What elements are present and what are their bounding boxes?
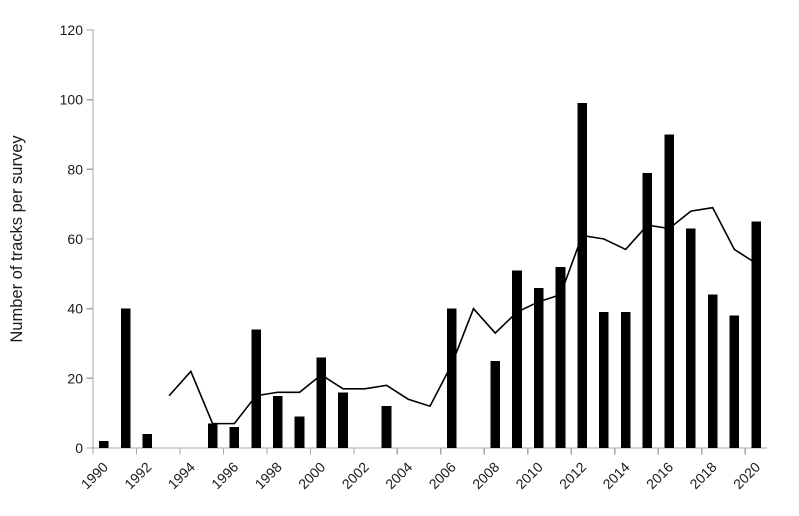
trend-line (168, 206, 757, 425)
bar (316, 357, 327, 448)
y-tick-label: 20 (67, 370, 83, 386)
y-tick-label: 120 (60, 22, 84, 38)
bar (273, 395, 283, 448)
bar (620, 312, 631, 448)
bar (599, 312, 609, 448)
x-tick-label: 2002 (339, 459, 372, 492)
x-tick-label: 2016 (643, 459, 676, 492)
y-tick-label: 60 (67, 231, 83, 247)
bar (229, 427, 240, 448)
x-tick-label: 1998 (252, 459, 285, 492)
x-tick-label: 2004 (382, 459, 415, 492)
bar (142, 434, 153, 448)
bar (446, 308, 457, 448)
y-tick-label: 40 (67, 301, 83, 317)
bar (533, 287, 544, 448)
bar (642, 172, 653, 449)
bar (577, 103, 587, 449)
trend-line-series (168, 206, 757, 425)
bar (751, 221, 761, 448)
bar (99, 441, 109, 448)
bar (294, 416, 305, 448)
y-axis: 0 20 40 60 80 100 120 (60, 22, 94, 456)
x-tick-label: 2010 (512, 459, 545, 492)
y-axis-title: Number of tracks per survey (8, 135, 26, 343)
x-tick-label: 2008 (469, 459, 502, 492)
bar-series (99, 103, 761, 449)
x-tick-label: 2014 (599, 459, 632, 492)
bar (381, 406, 392, 448)
x-tick-label: 2006 (426, 459, 459, 492)
bar (707, 294, 718, 448)
y-tick-label: 100 (60, 92, 84, 108)
bar (251, 329, 261, 448)
x-tick-label: 2000 (295, 459, 328, 492)
x-tick-label: 2018 (686, 459, 719, 492)
y-tick-label: 0 (75, 440, 83, 456)
x-tick-label: 1994 (165, 459, 198, 492)
bar (555, 266, 566, 448)
bar (338, 392, 348, 448)
bar (729, 315, 740, 448)
bar (490, 360, 501, 448)
bar (686, 228, 696, 448)
bar (664, 134, 674, 448)
x-tick-label: 2012 (556, 459, 589, 492)
bar (207, 423, 218, 448)
x-tick-label: 2020 (730, 459, 763, 492)
y-tick-label: 80 (67, 161, 83, 177)
x-tick-label: 1992 (121, 459, 154, 492)
bar (120, 308, 131, 448)
x-axis: 1990 1992 1994 1996 1998 2000 2002 2004 2006 2008… (78, 447, 767, 492)
bar (512, 270, 522, 448)
x-tick-label: 1996 (208, 459, 241, 492)
x-tick-label: 1990 (78, 459, 111, 492)
